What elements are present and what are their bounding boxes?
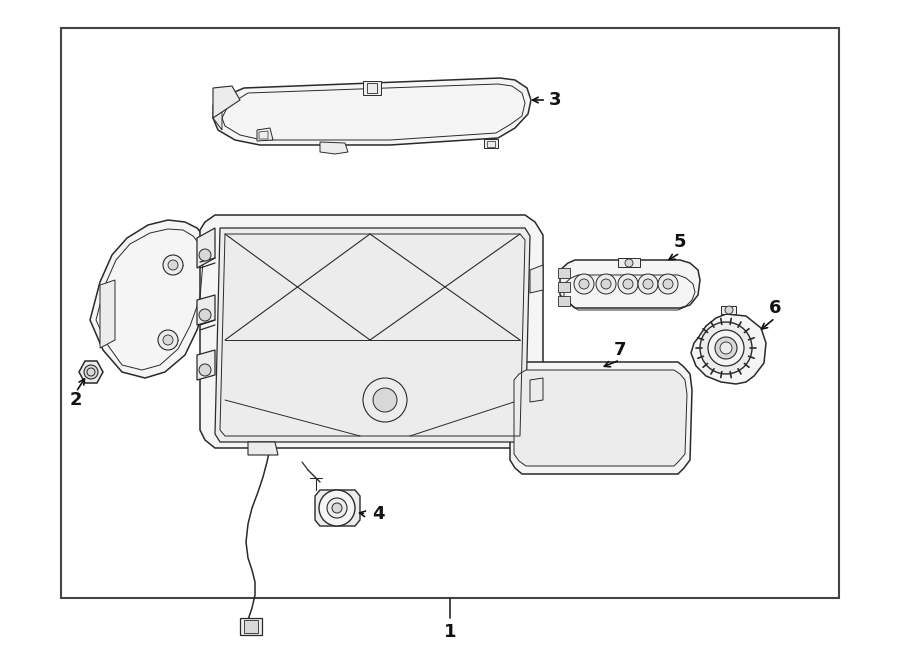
Circle shape [715, 337, 737, 359]
Polygon shape [213, 105, 222, 130]
Polygon shape [618, 258, 640, 267]
Polygon shape [240, 618, 262, 635]
Text: 7: 7 [614, 341, 626, 359]
Text: 3: 3 [549, 91, 562, 109]
Circle shape [199, 364, 211, 376]
Polygon shape [197, 295, 215, 325]
Polygon shape [558, 296, 570, 306]
Circle shape [618, 274, 638, 294]
Polygon shape [197, 350, 215, 380]
Polygon shape [244, 620, 258, 633]
Circle shape [725, 306, 733, 314]
Polygon shape [61, 28, 839, 598]
Polygon shape [315, 490, 360, 526]
Circle shape [643, 279, 653, 289]
Text: 1: 1 [444, 623, 456, 641]
Circle shape [84, 365, 98, 379]
Circle shape [700, 322, 752, 374]
Circle shape [720, 342, 732, 354]
Text: 5: 5 [674, 233, 686, 251]
Polygon shape [560, 260, 700, 308]
Circle shape [163, 335, 173, 345]
Polygon shape [691, 314, 766, 384]
Circle shape [579, 279, 589, 289]
Circle shape [332, 503, 342, 513]
Polygon shape [320, 142, 348, 154]
Circle shape [163, 255, 183, 275]
Circle shape [601, 279, 611, 289]
Polygon shape [213, 86, 240, 118]
Circle shape [199, 249, 211, 261]
Circle shape [708, 330, 744, 366]
Circle shape [658, 274, 678, 294]
Circle shape [319, 490, 355, 526]
Circle shape [327, 498, 347, 518]
Circle shape [663, 279, 673, 289]
Polygon shape [257, 128, 273, 141]
Polygon shape [100, 280, 115, 348]
Circle shape [168, 260, 178, 270]
Circle shape [574, 274, 594, 294]
Polygon shape [213, 78, 531, 145]
Circle shape [596, 274, 616, 294]
Polygon shape [530, 265, 543, 293]
Polygon shape [558, 282, 570, 292]
Polygon shape [530, 378, 543, 402]
Polygon shape [558, 268, 570, 278]
Polygon shape [79, 361, 103, 383]
Circle shape [199, 309, 211, 321]
Circle shape [158, 330, 178, 350]
Circle shape [623, 279, 633, 289]
Polygon shape [248, 442, 278, 455]
Text: 6: 6 [769, 299, 781, 317]
Polygon shape [215, 228, 530, 442]
Text: 2: 2 [70, 391, 82, 409]
Text: 4: 4 [372, 505, 384, 523]
Circle shape [363, 378, 407, 422]
Polygon shape [721, 306, 736, 314]
Polygon shape [200, 215, 543, 448]
Polygon shape [197, 228, 215, 268]
Polygon shape [484, 139, 498, 148]
Polygon shape [510, 362, 692, 474]
Polygon shape [363, 81, 381, 95]
Polygon shape [90, 220, 210, 378]
Polygon shape [514, 370, 687, 466]
Circle shape [625, 259, 633, 267]
Circle shape [373, 388, 397, 412]
Circle shape [638, 274, 658, 294]
